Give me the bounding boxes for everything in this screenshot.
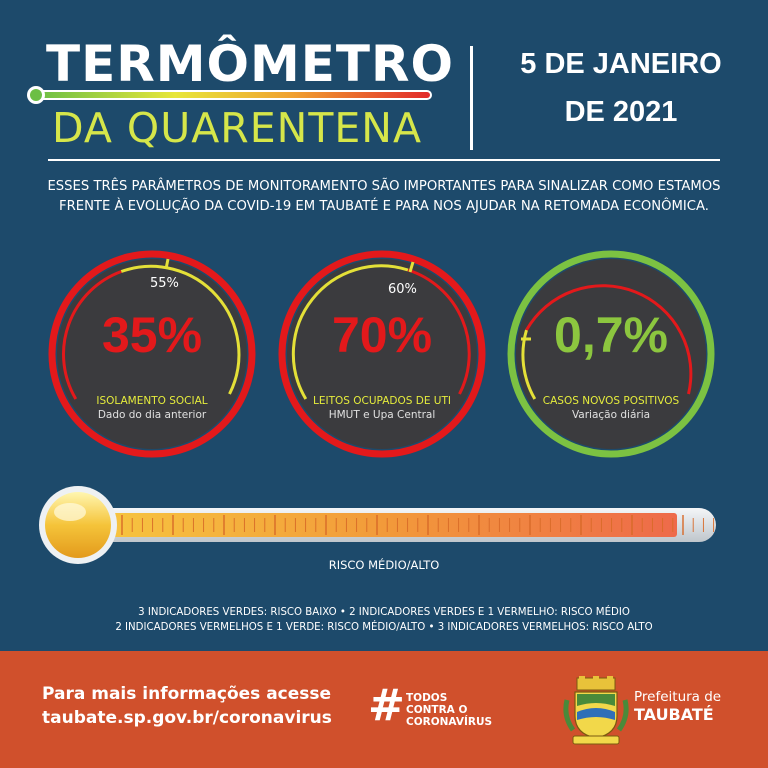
- hashtag-icon: #: [368, 680, 405, 731]
- gauge-label: CASOS NOVOS POSITIVOS Variação diária: [521, 394, 701, 422]
- header-divider: [470, 46, 473, 150]
- footer-bar: [0, 651, 768, 768]
- intro-text: ESSES TRÊS PARÂMETROS DE MONITORAMENTO S…: [47, 179, 721, 214]
- hashtag-line-1: TODOS: [406, 692, 448, 704]
- gauge-isolamento-social: 55% 35% ISOLAMENTO SOCIAL Dado do dia an…: [46, 248, 258, 460]
- legend-line-2: 2 INDICADORES VERMELHOS E 1 VERDE: RISCO…: [115, 622, 653, 633]
- risk-level-label: RISCO MÉDIO/ALTO: [328, 558, 440, 572]
- gauge-label-title: CASOS NOVOS POSITIVOS: [542, 395, 680, 407]
- gauge-label-title: LEITOS OCUPADOS DE UTI: [313, 395, 451, 407]
- taubate-crest-icon: [563, 676, 629, 745]
- gauge-value: 0,7%: [554, 307, 668, 363]
- date-line-2: DE 2021: [564, 96, 678, 128]
- gauge-label-title: ISOLAMENTO SOCIAL: [96, 395, 208, 407]
- footer-info-text: Para mais informações acesse: [42, 684, 332, 704]
- gauge-casos-novos: 0,7% CASOS NOVOS POSITIVOS Variação diár…: [505, 248, 717, 460]
- footer-website-link[interactable]: taubate.sp.gov.br/coronavirus: [42, 708, 332, 728]
- gauge-value: 35%: [101, 307, 203, 363]
- gauge-value: 70%: [331, 307, 433, 363]
- gauge-label: ISOLAMENTO SOCIAL Dado do dia anterior: [62, 394, 242, 422]
- title-line-1: TERMÔMETRO: [46, 35, 455, 93]
- gauge-status-ring: [507, 250, 715, 458]
- prefeitura-city: TAUBATÉ: [634, 705, 714, 724]
- gauge-label-sub: Variação diária: [571, 409, 651, 421]
- hashtag-line-2: CONTRA O: [406, 704, 468, 716]
- thermometer-fill: [94, 513, 677, 537]
- header-underline: [48, 159, 720, 161]
- thermometer-ticks: [121, 515, 715, 535]
- gauge-dial: [48, 250, 256, 458]
- gauge-label: LEITOS OCUPADOS DE UTI HMUT e Upa Centra…: [292, 394, 472, 422]
- date-line-1: 5 DE JANEIRO: [520, 48, 722, 80]
- title-line-2: DA QUARENTENA: [52, 104, 422, 152]
- gauge-label-sub: HMUT e Upa Central: [328, 409, 436, 421]
- hashtag-line-3: CORONAVÍRUS: [406, 716, 493, 728]
- gauge-status-ring: [278, 250, 486, 458]
- legend-line-1: 3 INDICADORES VERDES: RISCO BAIXO • 2 IN…: [138, 607, 630, 618]
- gauge-status-ring: [48, 250, 256, 458]
- risk-thermometer: [39, 486, 716, 564]
- gauge-label-sub: Dado do dia anterior: [97, 409, 207, 421]
- gauge-target-label: 60%: [388, 282, 417, 297]
- prefeitura-label: Prefeitura de: [634, 689, 722, 705]
- gauge-leitos-uti: 60% 70% LEITOS OCUPADOS DE UTI HMUT e Up…: [276, 248, 488, 460]
- gauge-dial: [507, 250, 715, 458]
- gauge-target-label: 55%: [150, 276, 179, 291]
- gauge-dial: [278, 250, 486, 458]
- title-thermometer-bar: [27, 86, 432, 104]
